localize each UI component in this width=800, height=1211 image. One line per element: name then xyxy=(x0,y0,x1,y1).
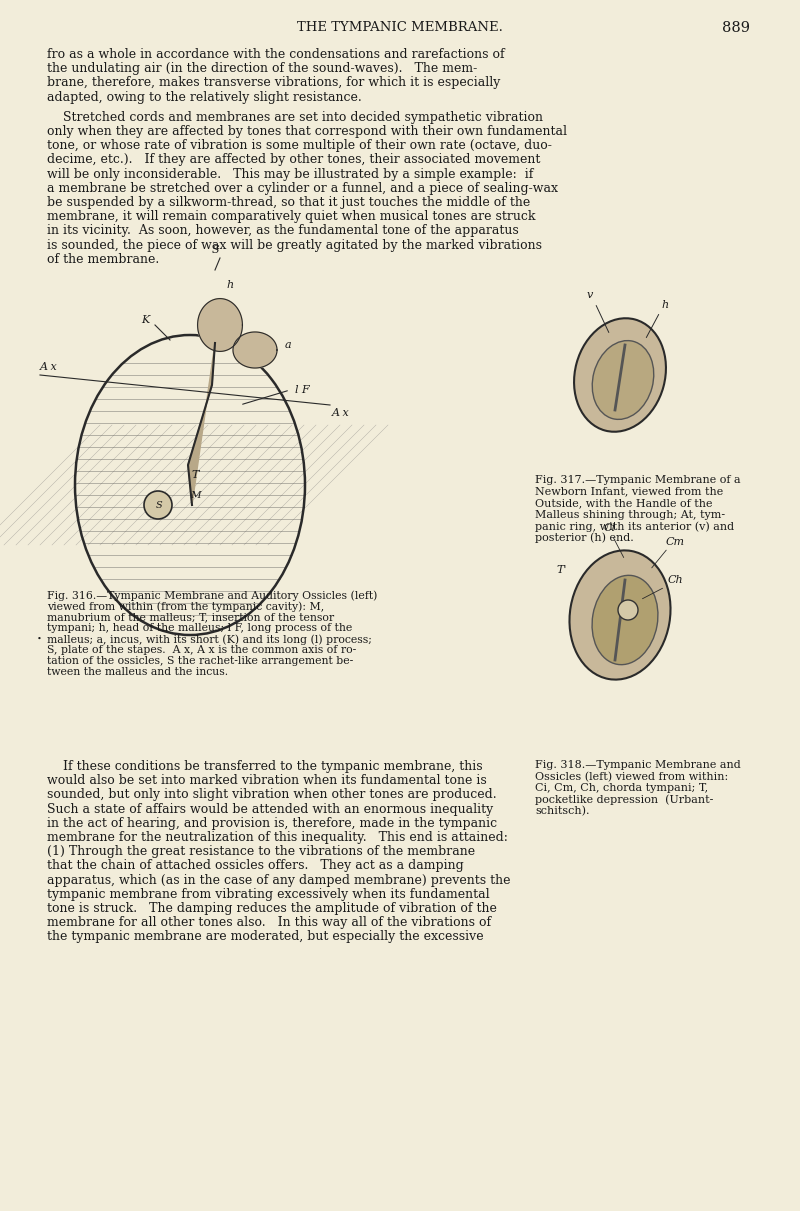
Text: S: S xyxy=(156,500,162,510)
Text: •: • xyxy=(37,635,42,643)
Text: Such a state of affairs would be attended with an enormous inequality: Such a state of affairs would be attende… xyxy=(47,803,494,815)
Text: tympanic membrane from vibrating excessively when its fundamental: tympanic membrane from vibrating excessi… xyxy=(47,888,490,901)
Text: h: h xyxy=(226,280,234,289)
Text: Fig. 316.—Tympanic Membrane and Auditory Ossicles (left): Fig. 316.—Tympanic Membrane and Auditory… xyxy=(47,590,378,601)
Text: Ossicles (left) viewed from within:: Ossicles (left) viewed from within: xyxy=(535,771,728,782)
Text: Ci, Cm, Ch, chorda tympani; T,: Ci, Cm, Ch, chorda tympani; T, xyxy=(535,784,708,793)
Text: in its vicinity.  As soon, however, as the fundamental tone of the apparatus: in its vicinity. As soon, however, as th… xyxy=(47,224,518,237)
Text: of the membrane.: of the membrane. xyxy=(47,253,159,265)
Text: tone, or whose rate of vibration is some multiple of their own rate (octave, duo: tone, or whose rate of vibration is some… xyxy=(47,139,552,153)
Text: Stretched cords and membranes are set into decided sympathetic vibration: Stretched cords and membranes are set in… xyxy=(47,110,543,124)
Text: manubrium of the malleus; T, insertion of the tensor: manubrium of the malleus; T, insertion o… xyxy=(47,612,334,622)
Text: only when they are affected by tones that correspond with their own fundamental: only when they are affected by tones tha… xyxy=(47,125,567,138)
Text: Fig. 317.—Tympanic Membrane of a: Fig. 317.—Tympanic Membrane of a xyxy=(535,475,741,484)
Text: tation of the ossicles, S the rachet-like arrangement be-: tation of the ossicles, S the rachet-lik… xyxy=(47,656,354,666)
Text: viewed from within (from the tympanic cavity): M,: viewed from within (from the tympanic ca… xyxy=(47,601,324,612)
Text: in the act of hearing, and provision is, therefore, made in the tympanic: in the act of hearing, and provision is,… xyxy=(47,816,497,830)
Text: a membrane be stretched over a cylinder or a funnel, and a piece of sealing-wax: a membrane be stretched over a cylinder … xyxy=(47,182,558,195)
Text: decime, etc.).   If they are affected by other tones, their associated movement: decime, etc.). If they are affected by o… xyxy=(47,154,540,166)
Text: adapted, owing to the relatively slight resistance.: adapted, owing to the relatively slight … xyxy=(47,91,362,104)
Text: the undulating air (in the direction of the sound-waves).   The mem-: the undulating air (in the direction of … xyxy=(47,62,478,75)
Text: membrane for the neutralization of this inequality.   This end is attained:: membrane for the neutralization of this … xyxy=(47,831,508,844)
Text: T: T xyxy=(191,470,198,480)
Text: malleus; a, incus, with its short (K) and its long (l) process;: malleus; a, incus, with its short (K) an… xyxy=(47,635,372,644)
Text: Cm: Cm xyxy=(666,536,685,547)
Text: membrane, it will remain comparatively quiet when musical tones are struck: membrane, it will remain comparatively q… xyxy=(47,211,535,223)
Text: S: S xyxy=(211,245,219,256)
Text: Fig. 318.—Tympanic Membrane and: Fig. 318.—Tympanic Membrane and xyxy=(535,761,741,770)
Text: fro as a whole in accordance with the condensations and rarefactions of: fro as a whole in accordance with the co… xyxy=(47,48,505,61)
Text: Malleus shining through; At, tym-: Malleus shining through; At, tym- xyxy=(535,510,725,520)
Text: v: v xyxy=(587,289,593,300)
Text: A x: A x xyxy=(40,362,58,372)
Text: h: h xyxy=(662,300,669,310)
Text: membrane for all other tones also.   In this way all of the vibrations of: membrane for all other tones also. In th… xyxy=(47,917,491,929)
Ellipse shape xyxy=(570,551,670,679)
Text: would also be set into marked vibration when its fundamental tone is: would also be set into marked vibration … xyxy=(47,774,486,787)
Text: a: a xyxy=(285,340,292,350)
Text: brane, therefore, makes transverse vibrations, for which it is especially: brane, therefore, makes transverse vibra… xyxy=(47,76,500,90)
Polygon shape xyxy=(188,343,215,505)
Text: THE TYMPANIC MEMBRANE.: THE TYMPANIC MEMBRANE. xyxy=(297,21,503,34)
Text: the tympanic membrane are moderated, but especially the excessive: the tympanic membrane are moderated, but… xyxy=(47,930,484,943)
Ellipse shape xyxy=(592,575,658,665)
Text: that the chain of attached ossicles offers.   They act as a damping: that the chain of attached ossicles offe… xyxy=(47,860,464,872)
Text: M: M xyxy=(190,490,200,499)
Text: schitsch).: schitsch). xyxy=(535,807,590,816)
Circle shape xyxy=(618,599,638,620)
Text: tone is struck.   The damping reduces the amplitude of vibration of the: tone is struck. The damping reduces the … xyxy=(47,902,497,916)
Text: l F: l F xyxy=(295,385,310,395)
Text: pocketlike depression  (Urbant-: pocketlike depression (Urbant- xyxy=(535,794,714,805)
Text: sounded, but only into slight vibration when other tones are produced.: sounded, but only into slight vibration … xyxy=(47,788,497,802)
Ellipse shape xyxy=(592,340,654,419)
Text: Ci: Ci xyxy=(604,523,616,533)
Ellipse shape xyxy=(574,318,666,432)
Text: Newborn Infant, viewed from the: Newborn Infant, viewed from the xyxy=(535,487,723,497)
Text: S, plate of the stapes.  A x, A x is the common axis of ro-: S, plate of the stapes. A x, A x is the … xyxy=(47,645,356,655)
Text: A x: A x xyxy=(332,408,350,418)
Text: is sounded, the piece of wax will be greatly agitated by the marked vibrations: is sounded, the piece of wax will be gre… xyxy=(47,239,542,252)
Text: panic ring, with its anterior (v) and: panic ring, with its anterior (v) and xyxy=(535,521,734,532)
Text: Outside, with the Handle of the: Outside, with the Handle of the xyxy=(535,498,713,507)
Text: be suspended by a silkworm-thread, so that it just touches the middle of the: be suspended by a silkworm-thread, so th… xyxy=(47,196,530,210)
Text: Ch: Ch xyxy=(667,575,683,585)
Text: T': T' xyxy=(557,566,567,575)
Text: If these conditions be transferred to the tympanic membrane, this: If these conditions be transferred to th… xyxy=(47,761,482,773)
Text: K: K xyxy=(141,315,149,325)
Text: tympani; h, head of the malleus; l F, long process of the: tympani; h, head of the malleus; l F, lo… xyxy=(47,622,352,633)
Text: tween the malleus and the incus.: tween the malleus and the incus. xyxy=(47,667,228,677)
Polygon shape xyxy=(198,299,242,351)
Text: apparatus, which (as in the case of any damped membrane) prevents the: apparatus, which (as in the case of any … xyxy=(47,873,510,886)
Text: 889: 889 xyxy=(722,21,750,35)
Text: (1) Through the great resistance to the vibrations of the membrane: (1) Through the great resistance to the … xyxy=(47,845,475,859)
Polygon shape xyxy=(233,332,277,368)
Circle shape xyxy=(144,490,172,520)
Text: posterior (h) end.: posterior (h) end. xyxy=(535,533,634,543)
Text: will be only inconsiderable.   This may be illustrated by a simple example:  if: will be only inconsiderable. This may be… xyxy=(47,167,534,180)
